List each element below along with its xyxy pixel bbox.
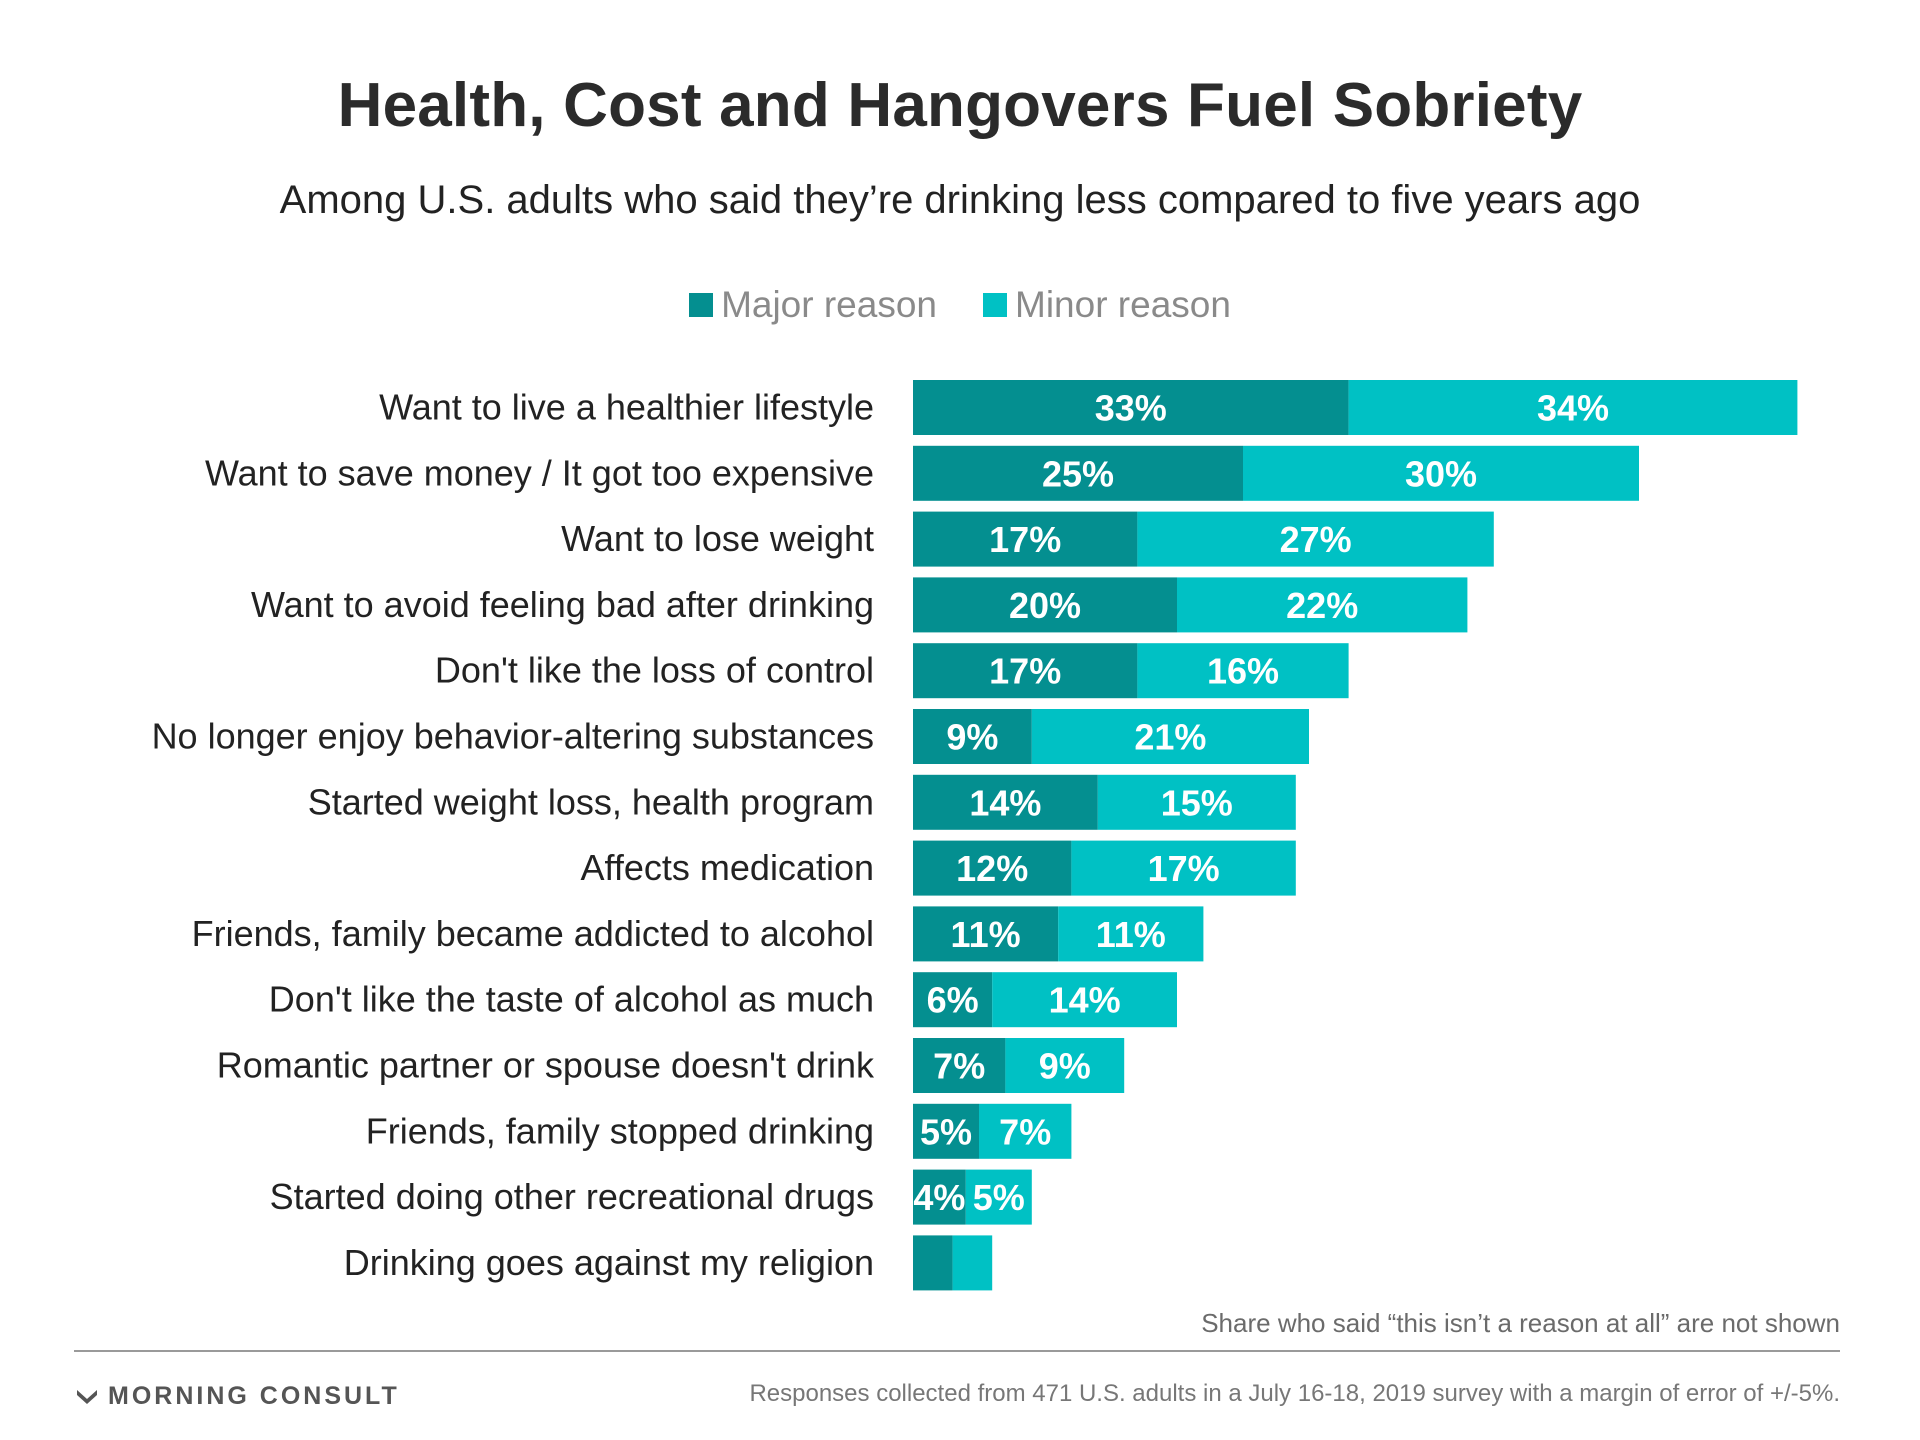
data-label-major: 6% xyxy=(927,980,979,1021)
category-label: Affects medication xyxy=(581,847,874,888)
category-label: Started weight loss, health program xyxy=(308,781,874,822)
data-label-major: 5% xyxy=(920,1111,972,1152)
data-label-major: 33% xyxy=(1095,388,1167,429)
chart-title: Health, Cost and Hangovers Fuel Sobriety xyxy=(337,71,1583,140)
bar-segment-minor xyxy=(992,972,1177,1028)
category-label: Drinking goes against my religion xyxy=(344,1242,874,1283)
bar-segment-major xyxy=(913,709,1032,764)
data-label-minor: 21% xyxy=(1134,717,1206,758)
category-label: Don't like the loss of control xyxy=(435,650,874,691)
legend: Major reason Minor reason xyxy=(0,284,1920,326)
bar-segment-minor xyxy=(1243,445,1639,501)
bar-segment-minor xyxy=(965,1169,1032,1225)
data-label-major: 20% xyxy=(1009,585,1081,626)
bar-segment-minor xyxy=(1348,380,1798,435)
brand: MORNING CONSULT xyxy=(76,1382,400,1411)
footer-divider xyxy=(74,1350,1840,1352)
legend-item-minor: Minor reason xyxy=(983,284,1231,326)
bar-segment-minor xyxy=(1005,1038,1125,1093)
category-label: Want to avoid feeling bad after drinking xyxy=(251,584,874,625)
chart-subtitle: Among U.S. adults who said they’re drink… xyxy=(279,178,1641,222)
legend-swatch-major xyxy=(689,293,714,317)
category-label: Want to live a healthier lifestyle xyxy=(379,387,874,428)
bar-segment-minor xyxy=(952,1235,993,1291)
morning-consult-logo-icon xyxy=(77,1389,97,1404)
bar-segment-major xyxy=(913,511,1138,567)
data-label-major: 12% xyxy=(956,848,1028,889)
category-label: Friends, family became addicted to alcoh… xyxy=(192,913,874,954)
data-label-minor: 15% xyxy=(1161,782,1233,823)
bar-segment-major xyxy=(913,972,993,1028)
category-label: Started doing other recreational drugs xyxy=(270,1176,874,1217)
data-label-minor: 11% xyxy=(1096,914,1166,955)
category-label: No longer enjoy behavior-altering substa… xyxy=(152,716,874,757)
bar-segment-major xyxy=(913,643,1138,699)
bar-segment-major xyxy=(913,1169,966,1225)
category-label: Friends, family stopped drinking xyxy=(366,1110,874,1151)
data-label-minor: 22% xyxy=(1286,585,1358,626)
bar-segment-major xyxy=(913,445,1243,501)
data-label-minor: 30% xyxy=(1405,453,1477,494)
data-label-major: 11% xyxy=(951,914,1021,955)
chart-note: Share who said “this isn’t a reason at a… xyxy=(1201,1308,1840,1338)
bar-segment-major xyxy=(913,1103,979,1159)
legend-label-minor: Minor reason xyxy=(1015,284,1231,325)
bar-segment-major xyxy=(913,1235,953,1291)
category-label: Want to save money / It got too expensiv… xyxy=(205,452,874,493)
data-label-minor: 7% xyxy=(999,1111,1051,1152)
data-label-minor: 9% xyxy=(1039,1046,1091,1087)
data-label-minor: 5% xyxy=(973,1177,1025,1218)
bar-segment-minor xyxy=(1177,577,1468,633)
bar-segment-minor xyxy=(1058,906,1204,962)
bar-segment-minor xyxy=(1137,643,1349,699)
legend-item-major: Major reason xyxy=(689,284,937,326)
data-label-major: 25% xyxy=(1042,453,1114,494)
legend-swatch-minor xyxy=(983,293,1007,317)
data-label-major: 17% xyxy=(989,651,1061,692)
data-label-minor: 16% xyxy=(1207,651,1279,692)
bar-segment-major xyxy=(913,774,1098,830)
bar-segment-major xyxy=(913,840,1072,896)
data-label-major: 4% xyxy=(913,1177,965,1218)
category-label: Want to lose weight xyxy=(561,518,874,559)
data-label-major: 17% xyxy=(989,519,1061,560)
brand-name: MORNING CONSULT xyxy=(108,1382,400,1410)
bar-segment-major xyxy=(913,380,1349,435)
bar-segment-major xyxy=(913,577,1177,633)
source-note: Responses collected from 471 U.S. adults… xyxy=(749,1380,1840,1407)
legend-label-major: Major reason xyxy=(721,284,937,325)
category-label: Romantic partner or spouse doesn't drink xyxy=(217,1045,875,1086)
bar-segment-minor xyxy=(1071,840,1296,896)
bar-segment-major xyxy=(913,1038,1006,1093)
data-label-major: 7% xyxy=(933,1046,985,1087)
data-label-minor: 17% xyxy=(1148,848,1220,889)
data-label-minor: 14% xyxy=(1049,980,1121,1021)
bar-segment-minor xyxy=(979,1103,1072,1159)
data-label-minor: 27% xyxy=(1280,519,1352,560)
data-label-major: 14% xyxy=(969,782,1041,823)
bar-segment-minor xyxy=(1031,709,1309,764)
data-label-minor: 34% xyxy=(1537,388,1609,429)
bar-segment-minor xyxy=(1097,774,1296,830)
bar-segment-major xyxy=(913,906,1059,962)
bar-segment-minor xyxy=(1137,511,1494,567)
data-label-major: 9% xyxy=(946,717,998,758)
stacked-bar-chart: Want to live a healthier lifestyle 33% 34%… xyxy=(152,380,1798,1291)
category-label: Don't like the taste of alcohol as much xyxy=(269,979,874,1020)
